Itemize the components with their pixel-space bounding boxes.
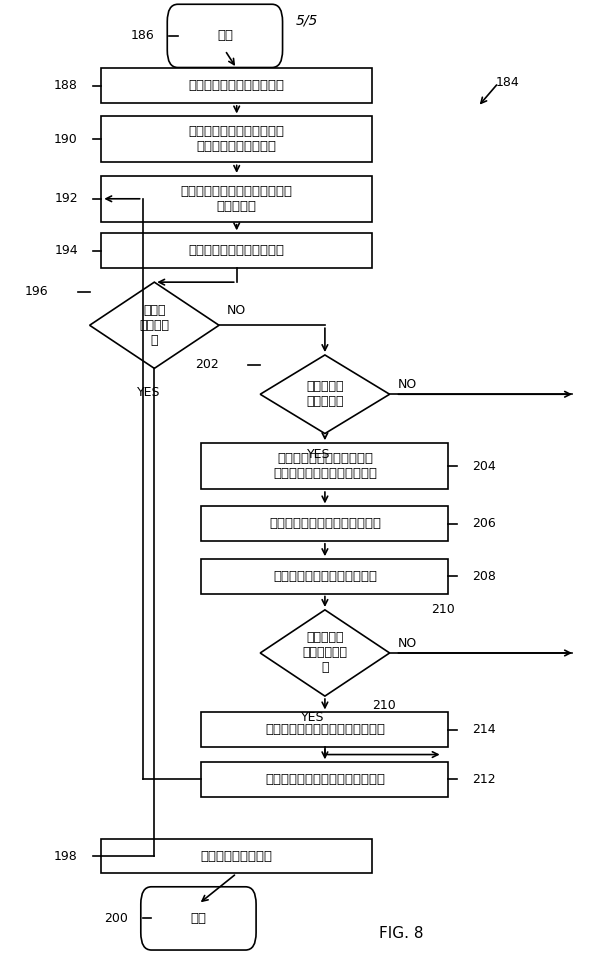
Text: バッテリの状態を改訂する: バッテリの状態を改訂する [189, 244, 285, 257]
Polygon shape [90, 283, 219, 368]
Text: 5/5: 5/5 [296, 13, 319, 28]
FancyBboxPatch shape [202, 506, 449, 541]
Text: 210: 210 [431, 604, 454, 616]
Text: YES: YES [137, 386, 160, 399]
Text: 開始: 開始 [217, 30, 233, 42]
Polygon shape [260, 610, 389, 696]
Text: パラメータ
更新点か？: パラメータ 更新点か？ [306, 381, 343, 408]
Text: 210: 210 [372, 700, 395, 712]
Text: 184: 184 [495, 76, 519, 89]
Text: バッテリの状態を再計算する: バッテリの状態を再計算する [273, 570, 377, 582]
Text: 次のパラメータ更新点を設定する: 次のパラメータ更新点を設定する [265, 723, 385, 736]
Text: 188: 188 [54, 79, 78, 92]
Text: 194: 194 [54, 244, 78, 257]
FancyBboxPatch shape [202, 559, 449, 594]
Text: 214: 214 [472, 723, 496, 736]
FancyBboxPatch shape [102, 116, 372, 162]
Text: NO: NO [227, 305, 246, 317]
FancyBboxPatch shape [167, 4, 282, 67]
Text: FIG. 8: FIG. 8 [379, 926, 424, 941]
Text: パラメータデータベースを更新: パラメータデータベースを更新 [269, 517, 381, 530]
Text: 206: 206 [472, 517, 496, 530]
Text: 192: 192 [54, 192, 78, 206]
Text: バッテリの初期状態を得る: バッテリの初期状態を得る [189, 79, 285, 92]
FancyBboxPatch shape [102, 68, 372, 103]
Text: NO: NO [398, 379, 417, 391]
FancyBboxPatch shape [202, 443, 449, 489]
Text: 186: 186 [131, 30, 154, 42]
FancyBboxPatch shape [202, 762, 449, 797]
Text: YES: YES [307, 448, 331, 461]
Text: 198: 198 [54, 850, 78, 863]
FancyBboxPatch shape [102, 176, 372, 222]
Text: パラメータ更新レートを変更する: パラメータ更新レートを変更する [265, 773, 385, 786]
Text: 190: 190 [54, 133, 78, 146]
Text: 初期パラメータ更新レート
及び更新点を設定する: 初期パラメータ更新レート 及び更新点を設定する [189, 125, 285, 154]
Text: 制御シャットダウン: 制御シャットダウン [201, 850, 272, 863]
Text: 202: 202 [195, 358, 219, 371]
FancyBboxPatch shape [202, 712, 449, 747]
FancyBboxPatch shape [102, 234, 372, 268]
Text: NO: NO [398, 637, 417, 650]
FancyBboxPatch shape [102, 839, 372, 874]
Text: 200: 200 [104, 912, 128, 924]
Text: 終了: 終了 [190, 912, 206, 924]
Text: 204: 204 [472, 459, 496, 473]
Text: バッテリ電圧、電流、及び温度
を読み出す: バッテリ電圧、電流、及び温度 を読み出す [181, 185, 293, 212]
Text: 196: 196 [25, 285, 48, 298]
Text: パラメータ及びパラメータ
スケーリング係数を計算する: パラメータ及びパラメータ スケーリング係数を計算する [273, 452, 377, 480]
Text: 208: 208 [472, 570, 496, 582]
Polygon shape [260, 355, 389, 433]
Text: 212: 212 [472, 773, 496, 786]
FancyBboxPatch shape [141, 887, 256, 950]
Text: 閾値に到達
又は過ぎたか
？: 閾値に到達 又は過ぎたか ？ [303, 631, 348, 675]
Text: 放電を
終了する
？: 放電を 終了する ？ [139, 304, 170, 347]
Text: YES: YES [301, 711, 325, 724]
